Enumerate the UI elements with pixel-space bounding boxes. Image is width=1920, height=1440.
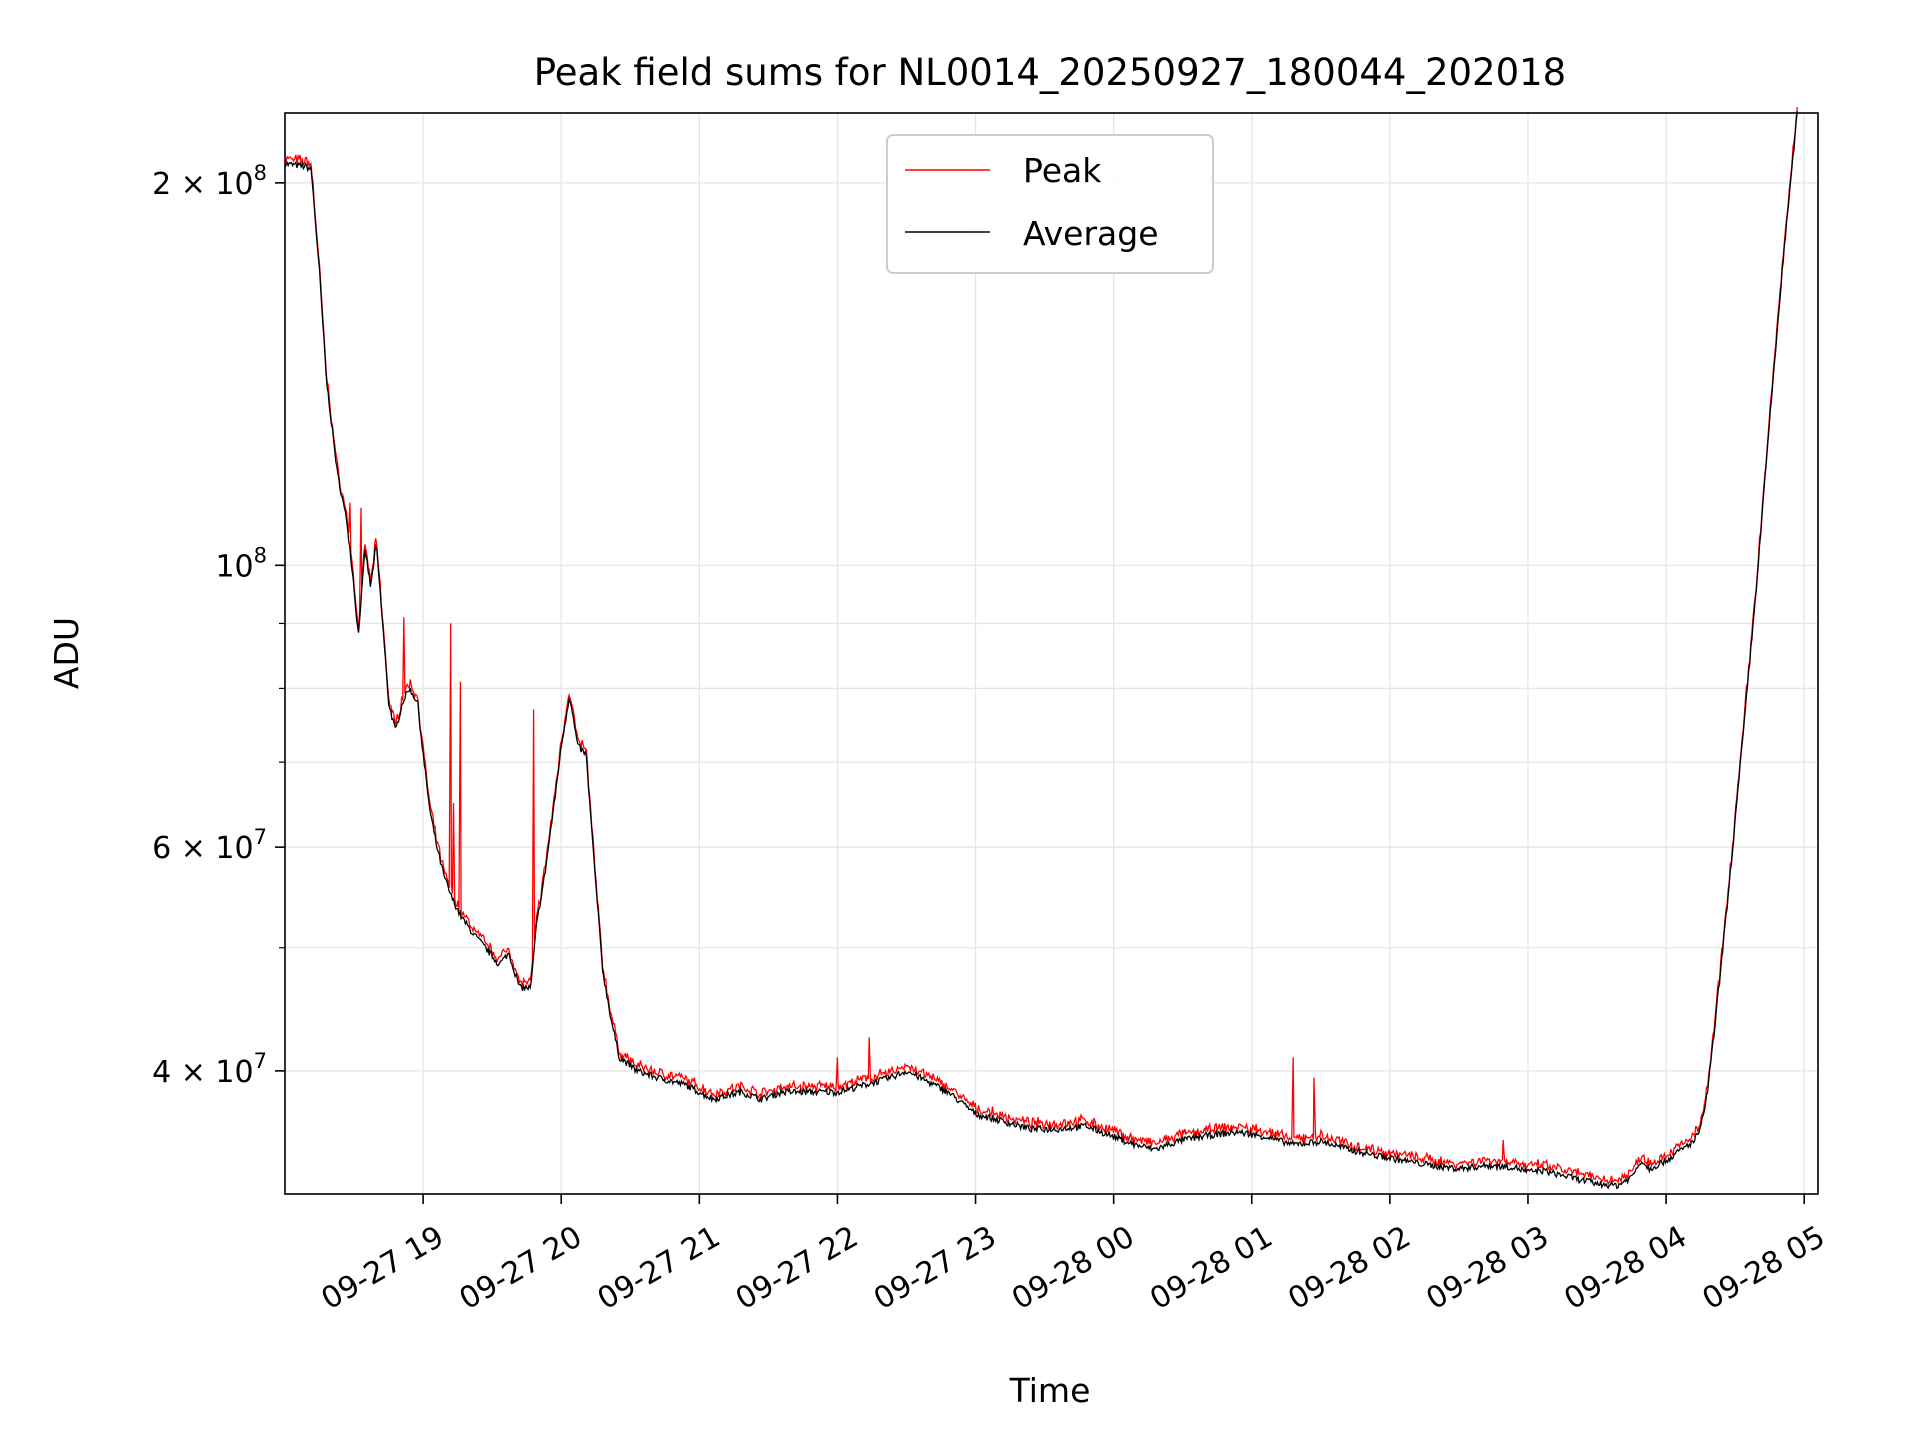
x-tick-label: 09-27 20	[454, 1219, 588, 1317]
y-tick-label-base: 10	[215, 549, 253, 584]
series-layer	[284, 107, 1798, 1190]
x-tick-label: 09-27 21	[592, 1219, 726, 1317]
y-tick-label-exponent: 7	[254, 1049, 267, 1073]
average-series-line	[284, 111, 1798, 1190]
x-axis: 09-27 19 09-27 20 09-27 21 09-27 22 09-27 23…	[316, 1194, 1831, 1317]
plot-frame	[284, 112, 1819, 1195]
y-tick-label: 4 × 107	[152, 1049, 267, 1090]
y-tick-label: 2 × 108	[152, 161, 267, 202]
x-tick-label: 09-28 03	[1420, 1219, 1554, 1317]
peak-series-line	[284, 107, 1798, 1186]
x-tick-label: 09-28 04	[1559, 1219, 1693, 1317]
x-tick-label: 09-27 19	[316, 1219, 450, 1317]
x-tick-label: 09-27 22	[730, 1219, 864, 1317]
x-tick-label: 09-27 23	[868, 1219, 1002, 1317]
y-tick-label: 6 × 107	[152, 825, 267, 866]
y-tick-label-exponent: 7	[254, 825, 267, 849]
x-tick-label: 09-28 01	[1144, 1219, 1278, 1317]
y-tick-label-exponent: 8	[254, 161, 267, 185]
y-tick-label-base: 4 × 10	[152, 1055, 253, 1090]
y-tick-label-base: 2 × 10	[152, 167, 253, 202]
x-tick-label: 09-28 02	[1282, 1219, 1416, 1317]
legend-average-label: Average	[1023, 214, 1159, 253]
y-tick-label: 108	[215, 543, 267, 584]
chart-title: Peak field sums for NL0014_20250927_1800…	[534, 51, 1566, 94]
x-axis-label: Time	[1009, 1371, 1091, 1410]
legend: Peak Average	[886, 134, 1214, 274]
legend-peak-label: Peak	[1023, 151, 1102, 190]
grid-lines	[285, 113, 1818, 1194]
plot-background	[285, 113, 1818, 1194]
x-tick-label: 09-28 05	[1697, 1219, 1831, 1317]
y-tick-label-exponent: 8	[254, 543, 267, 567]
x-tick-label: 09-28 00	[1006, 1219, 1140, 1317]
y-axis-label: ADU	[47, 617, 86, 689]
y-tick-label-base: 6 × 10	[152, 831, 253, 866]
